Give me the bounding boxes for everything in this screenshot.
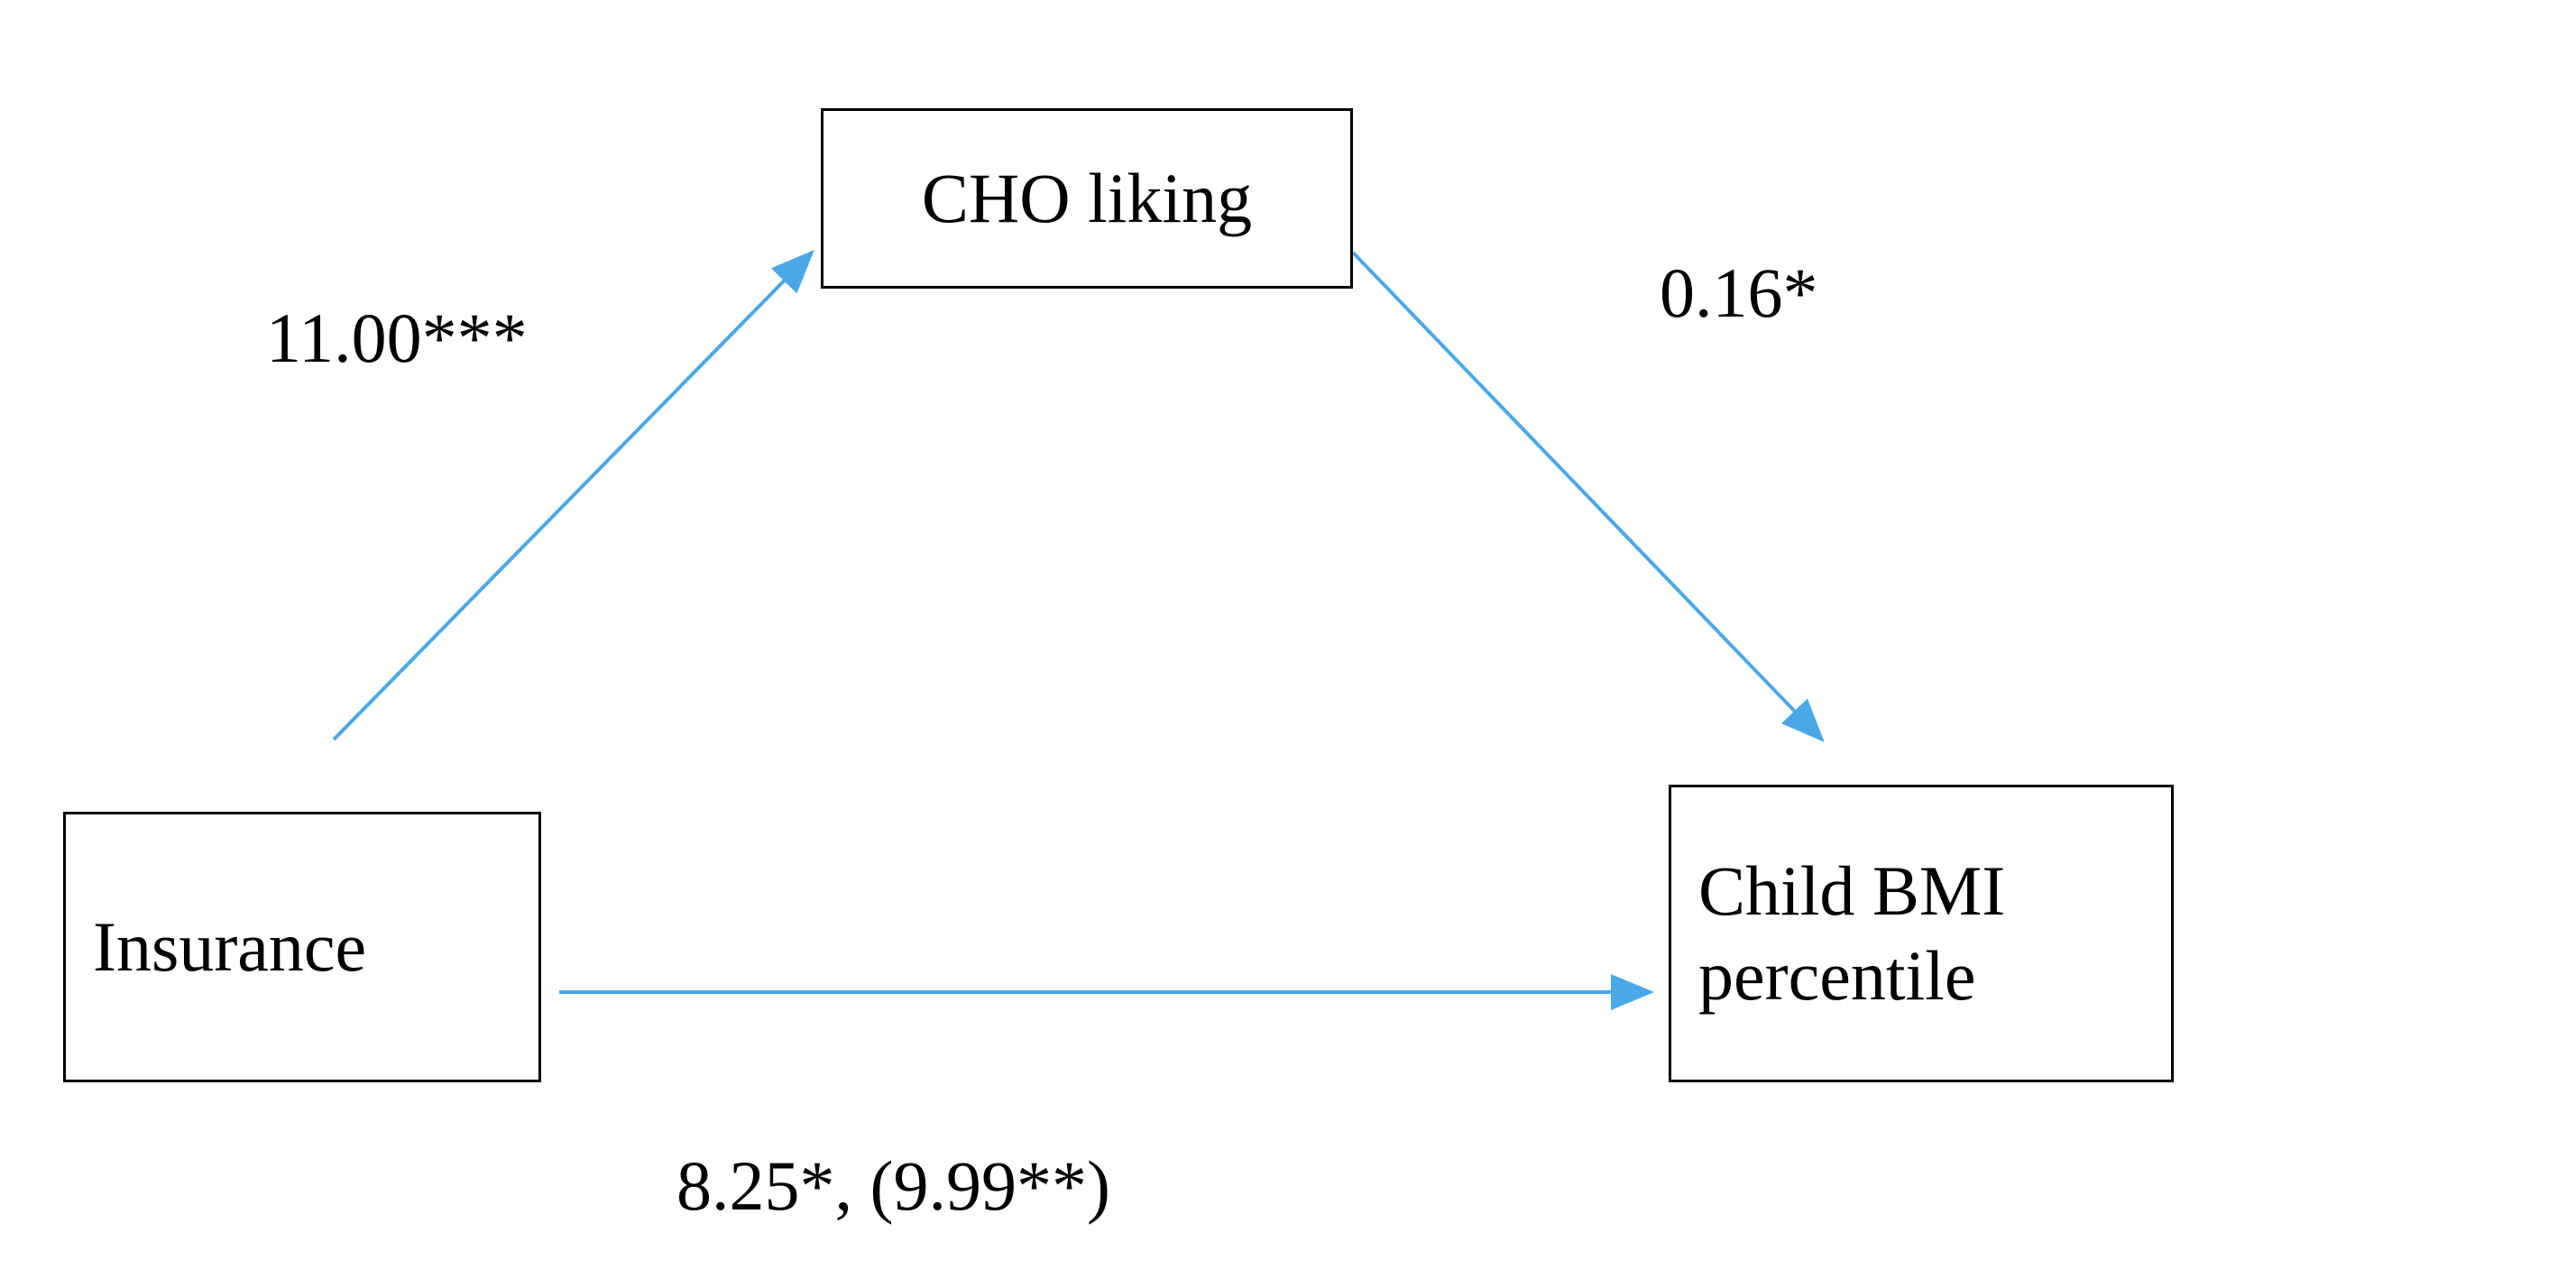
edge-label-cho-bmi: 0.16*: [1660, 253, 1818, 334]
mediation-diagram: Insurance CHO liking Child BMI percentil…: [0, 0, 2576, 1269]
edge-label-insurance-cho: 11.00***: [266, 298, 528, 379]
node-cho-label: CHO liking: [922, 156, 1252, 241]
node-insurance-label: Insurance: [93, 905, 366, 989]
edge-label-insurance-bmi: 8.25*, (9.99**): [676, 1145, 1110, 1227]
node-insurance: Insurance: [63, 812, 541, 1082]
node-cho: CHO liking: [821, 108, 1353, 289]
node-bmi-label: Child BMI percentile: [1698, 849, 2144, 1017]
node-bmi: Child BMI percentile: [1669, 785, 2174, 1082]
